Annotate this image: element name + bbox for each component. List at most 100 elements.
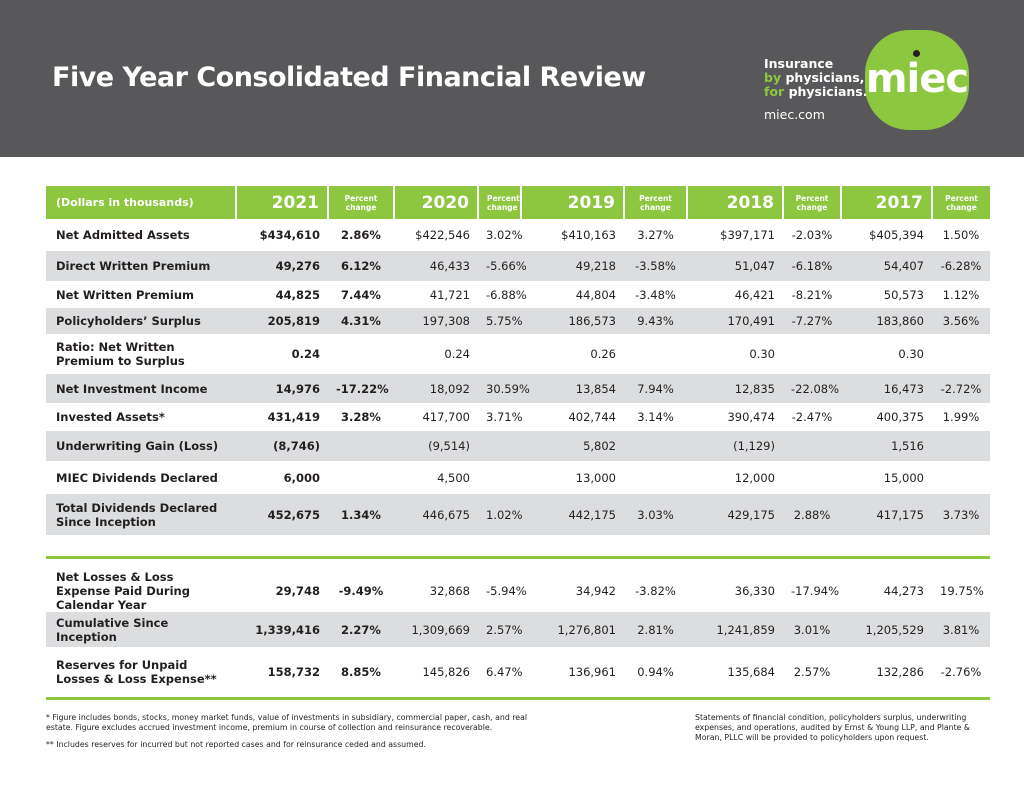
value-cell: 29,748 bbox=[275, 584, 320, 598]
percent-change-cell: -3.58% bbox=[624, 251, 687, 281]
percent-change-header: Percent change bbox=[477, 186, 521, 219]
percent-change-cell: 1.34% bbox=[328, 494, 394, 535]
row-label: Cumulative Since Inception bbox=[46, 612, 236, 647]
year-header-2018: 2018 bbox=[686, 186, 783, 219]
page-title: Five Year Consolidated Financial Review bbox=[52, 62, 646, 93]
value-cell: 4,500 bbox=[437, 470, 470, 485]
percent-change-cell bbox=[328, 334, 394, 374]
percent-change-cell: 7.44% bbox=[341, 287, 381, 302]
value-cell: 1,516 bbox=[841, 431, 932, 461]
tagline-accent-by: by bbox=[764, 70, 782, 85]
financial-review-table: (Dollars in thousands) 2021 Percent change… bbox=[46, 186, 990, 535]
value-cell: 442,175 bbox=[521, 494, 624, 535]
value-cell: 145,826 bbox=[422, 665, 470, 679]
percent-change-cell: 1.02% bbox=[478, 494, 523, 535]
section-divider bbox=[46, 556, 990, 559]
value-cell: 13,854 bbox=[521, 374, 624, 403]
row-label: Net Losses & Loss Expense Paid During Ca… bbox=[56, 570, 190, 612]
percent-change-cell: 4.31% bbox=[328, 308, 394, 334]
percent-change-cell: 7.94% bbox=[624, 374, 687, 403]
value-cell: 0.26 bbox=[590, 347, 616, 361]
percent-change-cell: 9.43% bbox=[624, 308, 687, 334]
page-header: Five Year Consolidated Financial Review … bbox=[0, 0, 1024, 157]
percent-change-cell: 1.12% bbox=[942, 287, 980, 302]
percent-change-cell: 2.57% bbox=[478, 612, 523, 647]
percent-change-cell: 2.27% bbox=[328, 612, 394, 647]
year-header-2020: 2020 bbox=[393, 186, 478, 219]
percent-change-cell: -3.82% bbox=[635, 584, 676, 598]
year-header-2017: 2017 bbox=[840, 186, 932, 219]
value-cell: 431,419 bbox=[267, 410, 320, 424]
percent-change-cell bbox=[932, 431, 990, 461]
value-cell: 15,000 bbox=[883, 470, 924, 485]
value-cell: 183,860 bbox=[841, 308, 932, 334]
table-row: Policyholders’ Surplus 205,819 4.31% 197,30… bbox=[46, 308, 990, 334]
row-label: Net Written Premium bbox=[56, 287, 194, 302]
row-label: Underwriting Gain (Loss) bbox=[46, 431, 236, 461]
percent-change-cell: 3.14% bbox=[637, 410, 674, 424]
percent-change-cell: -2.47% bbox=[791, 410, 833, 424]
change-label: change bbox=[640, 202, 671, 212]
value-cell: 136,961 bbox=[568, 665, 616, 679]
percent-change-cell bbox=[783, 461, 841, 494]
percent-change-cell: 6.12% bbox=[328, 251, 394, 281]
value-cell: 50,573 bbox=[883, 287, 924, 302]
percent-change-header: Percent change bbox=[931, 186, 990, 219]
value-cell: (9,514) bbox=[394, 431, 478, 461]
value-cell: 417,700 bbox=[422, 410, 470, 424]
tagline-line-3: physicians. bbox=[788, 84, 868, 99]
value-cell: 13,000 bbox=[575, 470, 616, 485]
change-label: change bbox=[946, 202, 977, 212]
footnote-reserves: ** Includes reserves for incurred but no… bbox=[46, 740, 426, 749]
percent-change-header: Percent change bbox=[327, 186, 394, 219]
value-cell: 1,205,529 bbox=[841, 612, 932, 647]
percent-change-cell: 30.59% bbox=[478, 374, 530, 403]
logo-dot-icon bbox=[913, 50, 920, 57]
miec-logo: miec bbox=[865, 30, 969, 130]
percent-change-cell: -5.94% bbox=[486, 584, 527, 598]
percent-change-cell: 3.02% bbox=[486, 228, 523, 242]
percent-change-cell: -5.66% bbox=[478, 251, 527, 281]
year-header-2021: 2021 bbox=[235, 186, 328, 219]
percent-change-cell: -2.72% bbox=[932, 374, 990, 403]
table-row: Reserves for Unpaid Losses & Loss Expens… bbox=[46, 647, 990, 697]
value-cell: 446,675 bbox=[394, 494, 478, 535]
value-cell: 400,375 bbox=[876, 410, 924, 424]
value-cell: 12,835 bbox=[687, 374, 783, 403]
table-row: Total Dividends Declared Since Inception… bbox=[46, 494, 990, 535]
value-cell: 46,421 bbox=[734, 287, 775, 302]
percent-change-cell: 3.01% bbox=[783, 612, 841, 647]
row-label: Net Admitted Assets bbox=[56, 228, 190, 242]
row-label: Ratio: Net Written Premium to Surplus bbox=[56, 340, 185, 368]
percent-change-cell bbox=[783, 431, 841, 461]
value-cell: 0.24 bbox=[444, 347, 470, 361]
value-cell: (8,746) bbox=[236, 431, 328, 461]
percent-change-cell bbox=[624, 334, 687, 374]
value-cell: 54,407 bbox=[841, 251, 932, 281]
tagline-accent-for: for bbox=[764, 84, 785, 99]
value-cell: 49,218 bbox=[521, 251, 624, 281]
footnote-invested-assets: * Figure includes bonds, stocks, money m… bbox=[46, 713, 528, 732]
percent-change-cell bbox=[478, 334, 521, 374]
percent-change-cell: -2.03% bbox=[791, 228, 833, 242]
percent-change-cell: -17.94% bbox=[791, 584, 839, 598]
percent-change-cell: -7.27% bbox=[783, 308, 841, 334]
value-cell: 1,339,416 bbox=[236, 612, 328, 647]
percent-change-cell: 3.03% bbox=[624, 494, 687, 535]
row-label: Total Dividends Declared Since Inception bbox=[46, 494, 236, 535]
percent-change-cell: 2.86% bbox=[341, 228, 381, 242]
value-cell: 0.30 bbox=[749, 347, 775, 361]
value-cell: 16,473 bbox=[841, 374, 932, 403]
change-label: change bbox=[796, 202, 828, 212]
value-cell: 44,825 bbox=[275, 287, 320, 302]
tagline-line-2: physicians, bbox=[785, 70, 865, 85]
percent-change-cell: 1.99% bbox=[942, 410, 980, 424]
corner-label: (Dollars in thousands) bbox=[46, 186, 236, 219]
percent-change-cell: 8.85% bbox=[341, 665, 381, 679]
value-cell: 5,802 bbox=[521, 431, 624, 461]
value-cell: 44,273 bbox=[883, 584, 924, 598]
percent-label: Percent bbox=[639, 193, 672, 203]
percent-change-cell: -17.22% bbox=[328, 374, 394, 403]
logo-text: miec bbox=[865, 56, 969, 102]
website-link[interactable]: miec.com bbox=[764, 107, 825, 122]
